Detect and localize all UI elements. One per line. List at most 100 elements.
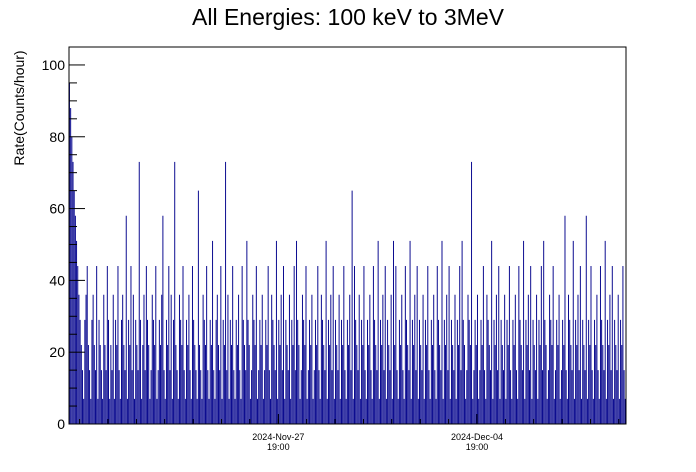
bar [415, 370, 417, 424]
bar [72, 161, 74, 424]
bar [362, 345, 364, 424]
bar [292, 345, 294, 424]
bar [402, 370, 404, 424]
y-axis-label: Rate(Counts/hour) [11, 50, 27, 165]
bar [77, 266, 79, 424]
bar [74, 215, 76, 424]
bar [90, 398, 92, 424]
bar [465, 398, 467, 424]
bar [437, 319, 439, 424]
bar [359, 398, 361, 424]
bar [274, 370, 276, 424]
bar [300, 370, 302, 424]
bar [449, 398, 451, 424]
bar [577, 294, 579, 424]
bar [543, 240, 545, 424]
bar [442, 398, 444, 424]
bar [232, 266, 234, 424]
bar [621, 345, 623, 424]
bar-series [69, 82, 626, 425]
bar [293, 266, 295, 424]
bar [508, 266, 510, 424]
bar [556, 319, 558, 424]
bar [103, 294, 105, 424]
y-tick-label: 100 [42, 57, 66, 73]
bar [365, 398, 367, 424]
bar [507, 345, 509, 424]
bar [115, 319, 117, 424]
bar [317, 266, 319, 424]
bar [82, 370, 83, 424]
bar [298, 345, 300, 424]
bar [456, 319, 458, 424]
bar [173, 319, 175, 424]
bar [572, 240, 574, 424]
bar [569, 319, 571, 424]
bar [378, 398, 380, 424]
bar [383, 370, 385, 424]
bar [380, 319, 381, 424]
bar [262, 398, 264, 424]
bar [482, 266, 484, 424]
bar [364, 370, 366, 424]
bar [277, 398, 279, 424]
bar [518, 266, 520, 424]
bar [239, 370, 241, 424]
bar [156, 398, 158, 424]
bar [542, 370, 543, 424]
bar [330, 294, 332, 424]
bar [189, 370, 191, 424]
bar [544, 319, 546, 424]
bar [83, 398, 85, 424]
bar [493, 319, 495, 424]
bar [209, 319, 211, 424]
bar [170, 294, 172, 424]
bar [523, 240, 525, 424]
bar [531, 398, 533, 424]
bar [590, 266, 592, 424]
bar [97, 398, 99, 424]
bar [423, 398, 425, 424]
bar [87, 345, 89, 424]
bar [588, 319, 590, 424]
bar [540, 266, 542, 424]
bar [466, 370, 468, 424]
bar [291, 319, 293, 424]
bar [91, 319, 93, 424]
bar [202, 294, 204, 424]
bar [494, 345, 496, 424]
bar [407, 345, 409, 424]
bar [135, 319, 137, 424]
bar [549, 294, 551, 424]
bar [200, 370, 202, 424]
bar [517, 398, 519, 424]
bar [417, 398, 419, 424]
bar [478, 398, 480, 424]
bar [534, 370, 536, 424]
bar [119, 398, 121, 424]
bar [86, 266, 88, 424]
bar [514, 294, 516, 424]
bar [112, 294, 114, 424]
bar [70, 108, 72, 424]
y-tick-label: 40 [49, 272, 65, 288]
bar [411, 319, 413, 424]
bar [358, 294, 360, 424]
bar [84, 319, 86, 424]
bar [279, 345, 281, 424]
bar [131, 370, 133, 424]
bar [584, 370, 586, 424]
bar [299, 398, 301, 424]
bar [538, 319, 540, 424]
bar [145, 266, 147, 424]
bar [563, 345, 565, 424]
bar [182, 266, 184, 424]
bar [287, 370, 289, 424]
bar [557, 345, 559, 424]
bar [160, 345, 162, 424]
bar [368, 345, 370, 424]
bar [168, 266, 170, 424]
bar [296, 240, 298, 424]
bar [537, 398, 539, 424]
bar [272, 319, 274, 424]
